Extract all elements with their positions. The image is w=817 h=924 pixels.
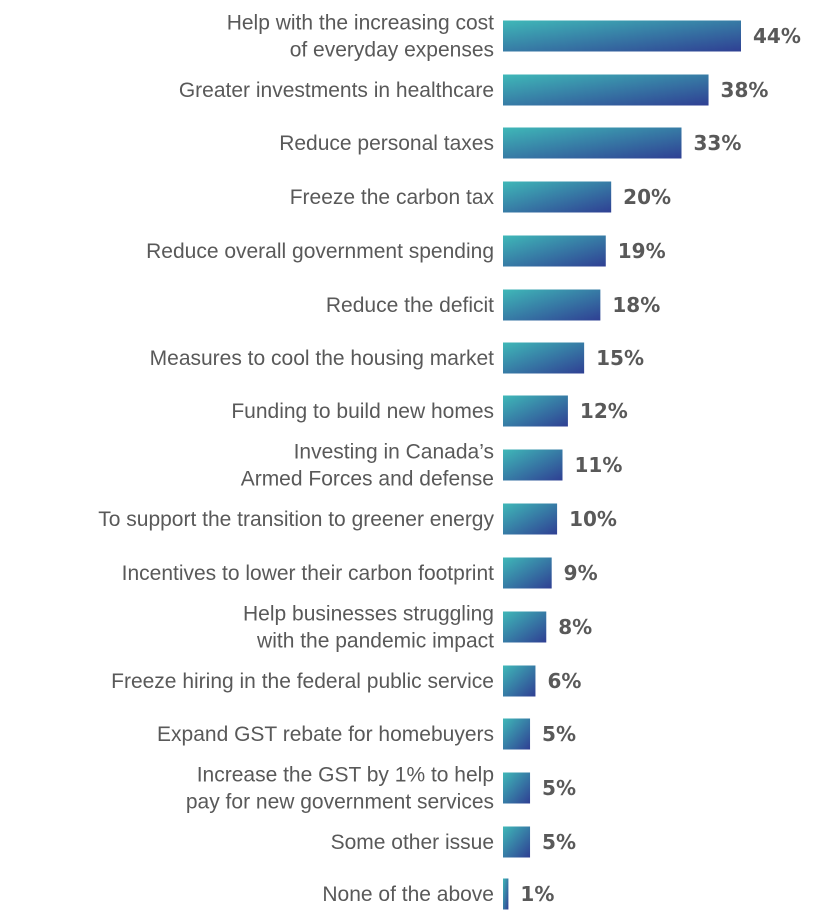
category-label: Expand GST rebate for homebuyers xyxy=(157,723,494,746)
bar xyxy=(503,127,682,159)
bar xyxy=(503,826,531,858)
bar xyxy=(503,611,547,643)
category-label: Reduce personal taxes xyxy=(279,132,494,155)
category-label: Measures to cool the housing market xyxy=(150,347,495,370)
bar xyxy=(503,503,558,535)
bar xyxy=(503,181,612,213)
category-label: Reduce overall government spending xyxy=(146,240,494,263)
bar xyxy=(503,878,509,910)
bar xyxy=(503,449,563,481)
bar xyxy=(503,289,601,321)
category-label: Reduce the deficit xyxy=(326,294,494,317)
category-label: None of the above xyxy=(322,883,494,906)
bar xyxy=(503,235,606,267)
bar xyxy=(503,74,709,106)
value-label: 33% xyxy=(694,131,742,155)
bar xyxy=(503,557,552,589)
bar xyxy=(503,395,568,427)
value-label: 20% xyxy=(623,185,671,209)
bar xyxy=(503,665,536,697)
category-labels: Help with the increasing cost of everyday… xyxy=(98,12,494,907)
category-label: Investing in Canada’s Armed Forces and de… xyxy=(241,441,494,491)
bars-layer xyxy=(503,20,741,910)
value-label: 1% xyxy=(520,882,554,906)
value-label: 6% xyxy=(547,669,581,693)
value-label: 5% xyxy=(542,776,576,800)
category-label: Incentives to lower their carbon footpri… xyxy=(122,562,495,585)
value-label: 9% xyxy=(564,561,598,585)
bar xyxy=(503,718,531,750)
category-label: Funding to build new homes xyxy=(231,400,494,423)
value-label: 8% xyxy=(558,615,592,639)
value-label: 15% xyxy=(596,346,644,370)
value-label: 38% xyxy=(721,78,769,102)
value-label: 19% xyxy=(618,239,666,263)
value-label: 18% xyxy=(612,293,660,317)
category-label: Some other issue xyxy=(331,831,494,854)
value-label: 5% xyxy=(542,830,576,854)
category-label: Help with the increasing cost of everyday… xyxy=(227,12,494,62)
bar xyxy=(503,342,585,374)
category-label: Greater investments in healthcare xyxy=(179,79,494,102)
category-label: Help businesses struggling with the pande… xyxy=(243,603,494,653)
category-label: Freeze hiring in the federal public serv… xyxy=(111,670,494,693)
value-label: 44% xyxy=(753,24,801,48)
value-label: 12% xyxy=(580,399,628,423)
bar xyxy=(503,20,741,52)
category-label: Freeze the carbon tax xyxy=(290,186,495,209)
value-label: 11% xyxy=(575,453,623,477)
category-label: To support the transition to greener ene… xyxy=(98,508,494,531)
category-label: Increase the GST by 1% to help pay for ne… xyxy=(186,764,494,814)
bar xyxy=(503,772,531,804)
value-labels: 44% 38% 33% 20% 19% 18% 15% 12% 11% 10% 9% 8% 6% 5% 5%… xyxy=(520,24,800,906)
value-label: 10% xyxy=(569,507,617,531)
value-label: 5% xyxy=(542,722,576,746)
